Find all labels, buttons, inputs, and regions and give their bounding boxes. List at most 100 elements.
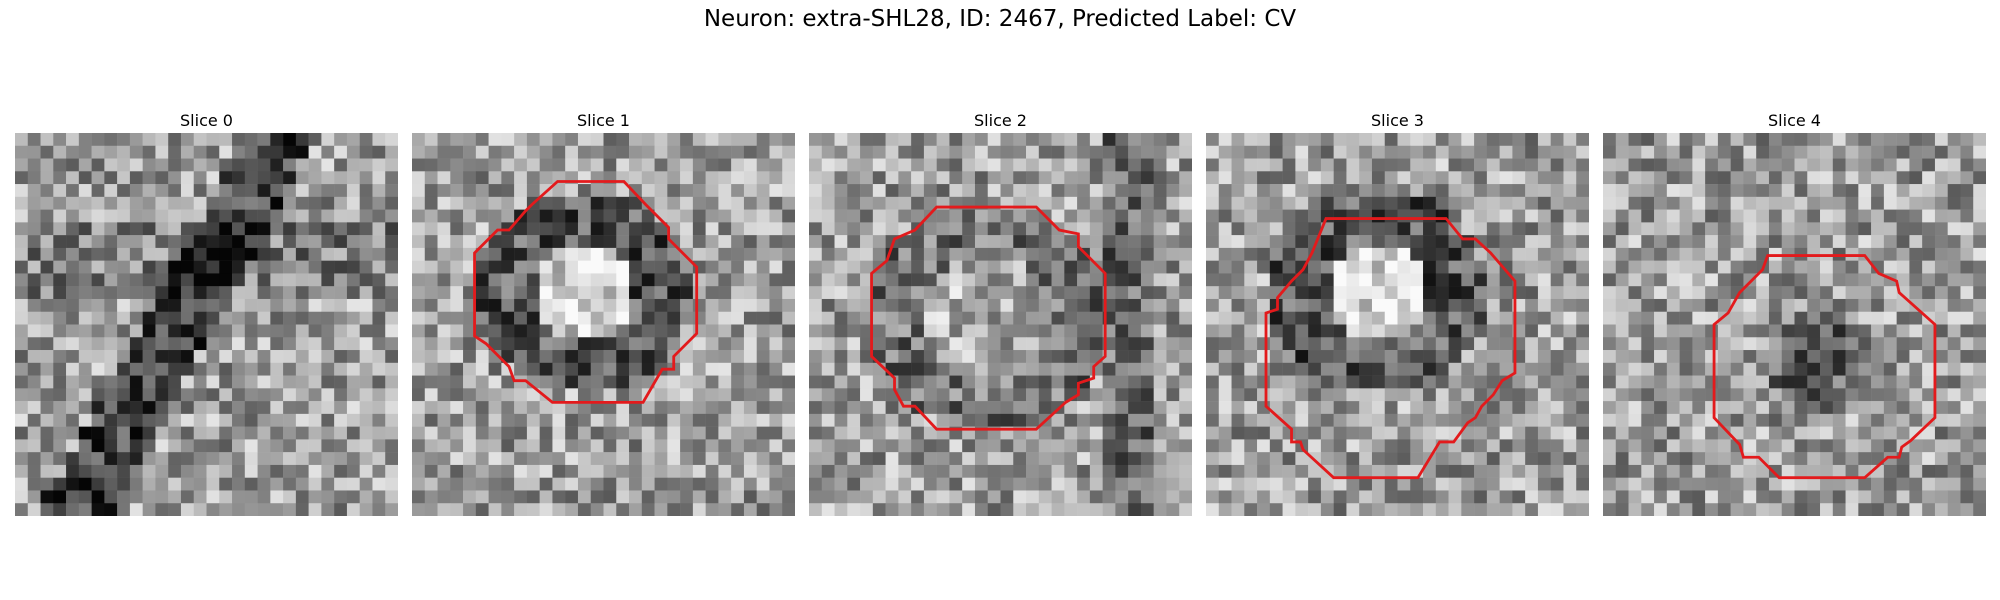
image-pixel: [1947, 503, 1961, 516]
image-pixel: [514, 413, 528, 427]
image-pixel: [1153, 337, 1167, 351]
image-pixel: [1295, 375, 1309, 389]
image-pixel: [1756, 324, 1770, 338]
image-pixel: [412, 324, 426, 338]
image-pixel: [257, 184, 271, 198]
image-pixel: [117, 196, 131, 210]
image-pixel: [1051, 145, 1065, 159]
image-pixel: [718, 362, 732, 376]
image-pixel: [1359, 337, 1373, 351]
image-pixel: [1077, 490, 1091, 504]
image-pixel: [1038, 401, 1052, 415]
image-pixel: [629, 260, 643, 274]
image-pixel: [295, 247, 309, 261]
image-pixel: [1641, 298, 1655, 312]
image-pixel: [923, 375, 937, 389]
image-pixel: [847, 388, 861, 402]
image-pixel: [1461, 490, 1475, 504]
image-pixel: [1359, 388, 1373, 402]
image-pixel: [1486, 350, 1500, 364]
image-pixel: [1089, 158, 1103, 172]
image-pixel: [1064, 490, 1078, 504]
image-pixel: [334, 490, 348, 504]
image-pixel: [1973, 388, 1986, 402]
image-pixel: [412, 196, 426, 210]
image-pixel: [40, 350, 54, 364]
image-pixel: [1410, 311, 1424, 325]
image-pixel: [1666, 401, 1680, 415]
image-pixel: [232, 413, 246, 427]
image-pixel: [1308, 350, 1322, 364]
image-pixel: [1153, 133, 1167, 147]
image-pixel: [1871, 388, 1885, 402]
image-pixel: [1166, 133, 1180, 147]
image-pixel: [1231, 222, 1245, 236]
image-pixel: [142, 133, 156, 147]
image-pixel: [1474, 311, 1488, 325]
image-pixel: [359, 477, 373, 491]
image-pixel: [450, 375, 464, 389]
image-pixel: [1410, 273, 1424, 287]
image-pixel: [1550, 426, 1564, 440]
image-pixel: [412, 171, 426, 185]
image-pixel: [334, 413, 348, 427]
image-pixel: [1461, 311, 1475, 325]
image-pixel: [1384, 362, 1398, 376]
image-pixel: [193, 503, 207, 516]
image-pixel: [1820, 490, 1834, 504]
image-pixel: [731, 273, 745, 287]
image-pixel: [206, 273, 220, 287]
image-pixel: [731, 158, 745, 172]
image-pixel: [1448, 337, 1462, 351]
image-pixel: [1333, 196, 1347, 210]
image-pixel: [1512, 452, 1526, 466]
image-pixel: [911, 247, 925, 261]
image-pixel: [142, 477, 156, 491]
image-pixel: [463, 490, 477, 504]
image-pixel: [40, 298, 54, 312]
image-pixel: [1333, 209, 1347, 223]
image-pixel: [1934, 337, 1948, 351]
image-pixel: [142, 490, 156, 504]
image-pixel: [603, 145, 617, 159]
image-pixel: [321, 209, 335, 223]
image-pixel: [1550, 171, 1564, 185]
image-pixel: [78, 171, 92, 185]
image-pixel: [15, 362, 29, 376]
image-pixel: [15, 375, 29, 389]
image-pixel: [66, 209, 80, 223]
image-pixel: [1038, 184, 1052, 198]
image-pixel: [53, 350, 67, 364]
image-pixel: [1423, 311, 1437, 325]
image-pixel: [1257, 209, 1271, 223]
image-pixel: [1781, 375, 1795, 389]
image-pixel: [1115, 337, 1129, 351]
image-pixel: [1563, 375, 1577, 389]
image-pixel: [987, 388, 1001, 402]
image-pixel: [1666, 145, 1680, 159]
image-pixel: [1896, 222, 1910, 236]
image-pixel: [1909, 133, 1923, 147]
image-pixel: [1883, 184, 1897, 198]
image-pixel: [936, 388, 950, 402]
image-pixel: [1359, 145, 1373, 159]
image-pixel: [1820, 222, 1834, 236]
image-pixel: [117, 273, 131, 287]
image-pixel: [1102, 145, 1116, 159]
image-pixel: [1218, 490, 1232, 504]
image-pixel: [923, 247, 937, 261]
image-pixel: [1295, 503, 1309, 516]
image-pixel: [385, 413, 398, 427]
image-pixel: [1231, 247, 1245, 261]
image-pixel: [1934, 145, 1948, 159]
image-pixel: [257, 298, 271, 312]
image-pixel: [168, 426, 182, 440]
image-pixel: [193, 235, 207, 249]
image-pixel: [1499, 477, 1513, 491]
image-pixel: [15, 171, 29, 185]
image-pixel: [949, 490, 963, 504]
image-pixel: [1257, 171, 1271, 185]
image-pixel: [565, 298, 579, 312]
image-pixel: [1512, 184, 1526, 198]
image-pixel: [501, 439, 515, 453]
